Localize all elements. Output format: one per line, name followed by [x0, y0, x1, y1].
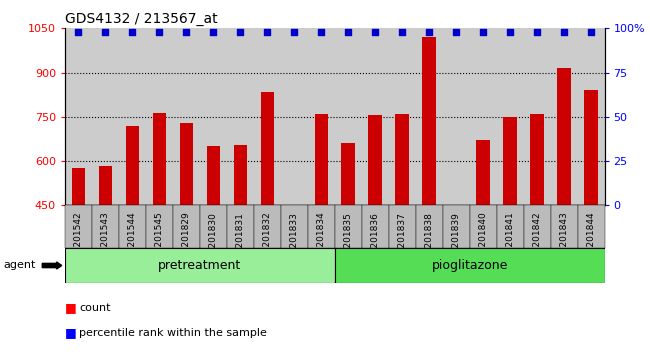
Point — [586, 29, 596, 35]
Bar — [261, 92, 274, 205]
Text: GSM201543: GSM201543 — [101, 212, 110, 267]
Bar — [369, 115, 382, 205]
Point — [127, 29, 138, 35]
Text: GSM201830: GSM201830 — [209, 212, 218, 267]
Point — [451, 29, 462, 35]
Text: GSM201544: GSM201544 — [128, 212, 137, 266]
Text: GSM201542: GSM201542 — [74, 212, 83, 266]
Text: GSM201841: GSM201841 — [506, 212, 515, 267]
Bar — [65, 205, 92, 248]
Bar — [422, 37, 436, 205]
Point — [532, 29, 542, 35]
Text: GSM201842: GSM201842 — [532, 212, 541, 266]
Bar — [341, 143, 355, 205]
Bar — [335, 248, 604, 283]
Text: ■: ■ — [65, 302, 77, 314]
Bar — [179, 123, 193, 205]
Text: GSM201831: GSM201831 — [236, 212, 245, 267]
Bar — [146, 205, 173, 248]
Text: GDS4132 / 213567_at: GDS4132 / 213567_at — [65, 12, 218, 26]
Text: GSM201833: GSM201833 — [290, 212, 299, 267]
Bar — [476, 141, 490, 205]
Text: GSM201843: GSM201843 — [560, 212, 569, 267]
Bar — [227, 205, 254, 248]
Bar — [503, 117, 517, 205]
Text: pioglitazone: pioglitazone — [432, 259, 508, 272]
Text: GSM201832: GSM201832 — [263, 212, 272, 267]
Text: GSM201836: GSM201836 — [370, 212, 380, 267]
Text: GSM201829: GSM201829 — [182, 212, 191, 267]
Text: GSM201837: GSM201837 — [398, 212, 407, 267]
Point — [235, 29, 246, 35]
Point — [100, 29, 110, 35]
Bar — [551, 205, 577, 248]
Bar — [470, 205, 497, 248]
Text: GSM201834: GSM201834 — [317, 212, 326, 267]
Text: GSM201840: GSM201840 — [478, 212, 488, 267]
Point — [289, 29, 300, 35]
Bar — [125, 126, 139, 205]
Bar — [557, 68, 571, 205]
Point — [154, 29, 164, 35]
Bar — [389, 205, 416, 248]
Point — [73, 29, 84, 35]
Bar — [443, 205, 470, 248]
Point — [208, 29, 218, 35]
Text: pretreatment: pretreatment — [158, 259, 242, 272]
Point — [505, 29, 515, 35]
Text: GSM201838: GSM201838 — [424, 212, 434, 267]
Point — [559, 29, 569, 35]
Bar — [335, 205, 361, 248]
Bar — [577, 205, 605, 248]
Text: GSM201839: GSM201839 — [452, 212, 461, 267]
Bar — [92, 205, 119, 248]
Bar — [200, 205, 227, 248]
Bar — [65, 248, 335, 283]
Point — [370, 29, 380, 35]
Point — [316, 29, 326, 35]
Bar — [254, 205, 281, 248]
Point — [343, 29, 354, 35]
Bar — [361, 205, 389, 248]
Bar — [308, 205, 335, 248]
Bar — [233, 145, 247, 205]
Text: count: count — [79, 303, 110, 313]
Text: GSM201844: GSM201844 — [586, 212, 595, 266]
Text: percentile rank within the sample: percentile rank within the sample — [79, 328, 267, 338]
Bar — [584, 90, 598, 205]
Bar — [524, 205, 551, 248]
Point — [262, 29, 272, 35]
Bar — [530, 114, 544, 205]
Bar — [173, 205, 200, 248]
Text: GSM201835: GSM201835 — [344, 212, 353, 267]
Text: GSM201545: GSM201545 — [155, 212, 164, 267]
Bar — [395, 114, 409, 205]
Bar — [99, 166, 112, 205]
Point — [397, 29, 408, 35]
Text: ■: ■ — [65, 326, 77, 339]
Bar — [315, 114, 328, 205]
Point — [424, 29, 434, 35]
Bar — [153, 113, 166, 205]
Point — [181, 29, 192, 35]
Text: agent: agent — [3, 261, 36, 270]
Bar — [497, 205, 524, 248]
Bar — [416, 205, 443, 248]
Bar — [119, 205, 146, 248]
Bar — [72, 169, 85, 205]
Bar — [281, 205, 308, 248]
Point — [478, 29, 488, 35]
Bar — [207, 146, 220, 205]
